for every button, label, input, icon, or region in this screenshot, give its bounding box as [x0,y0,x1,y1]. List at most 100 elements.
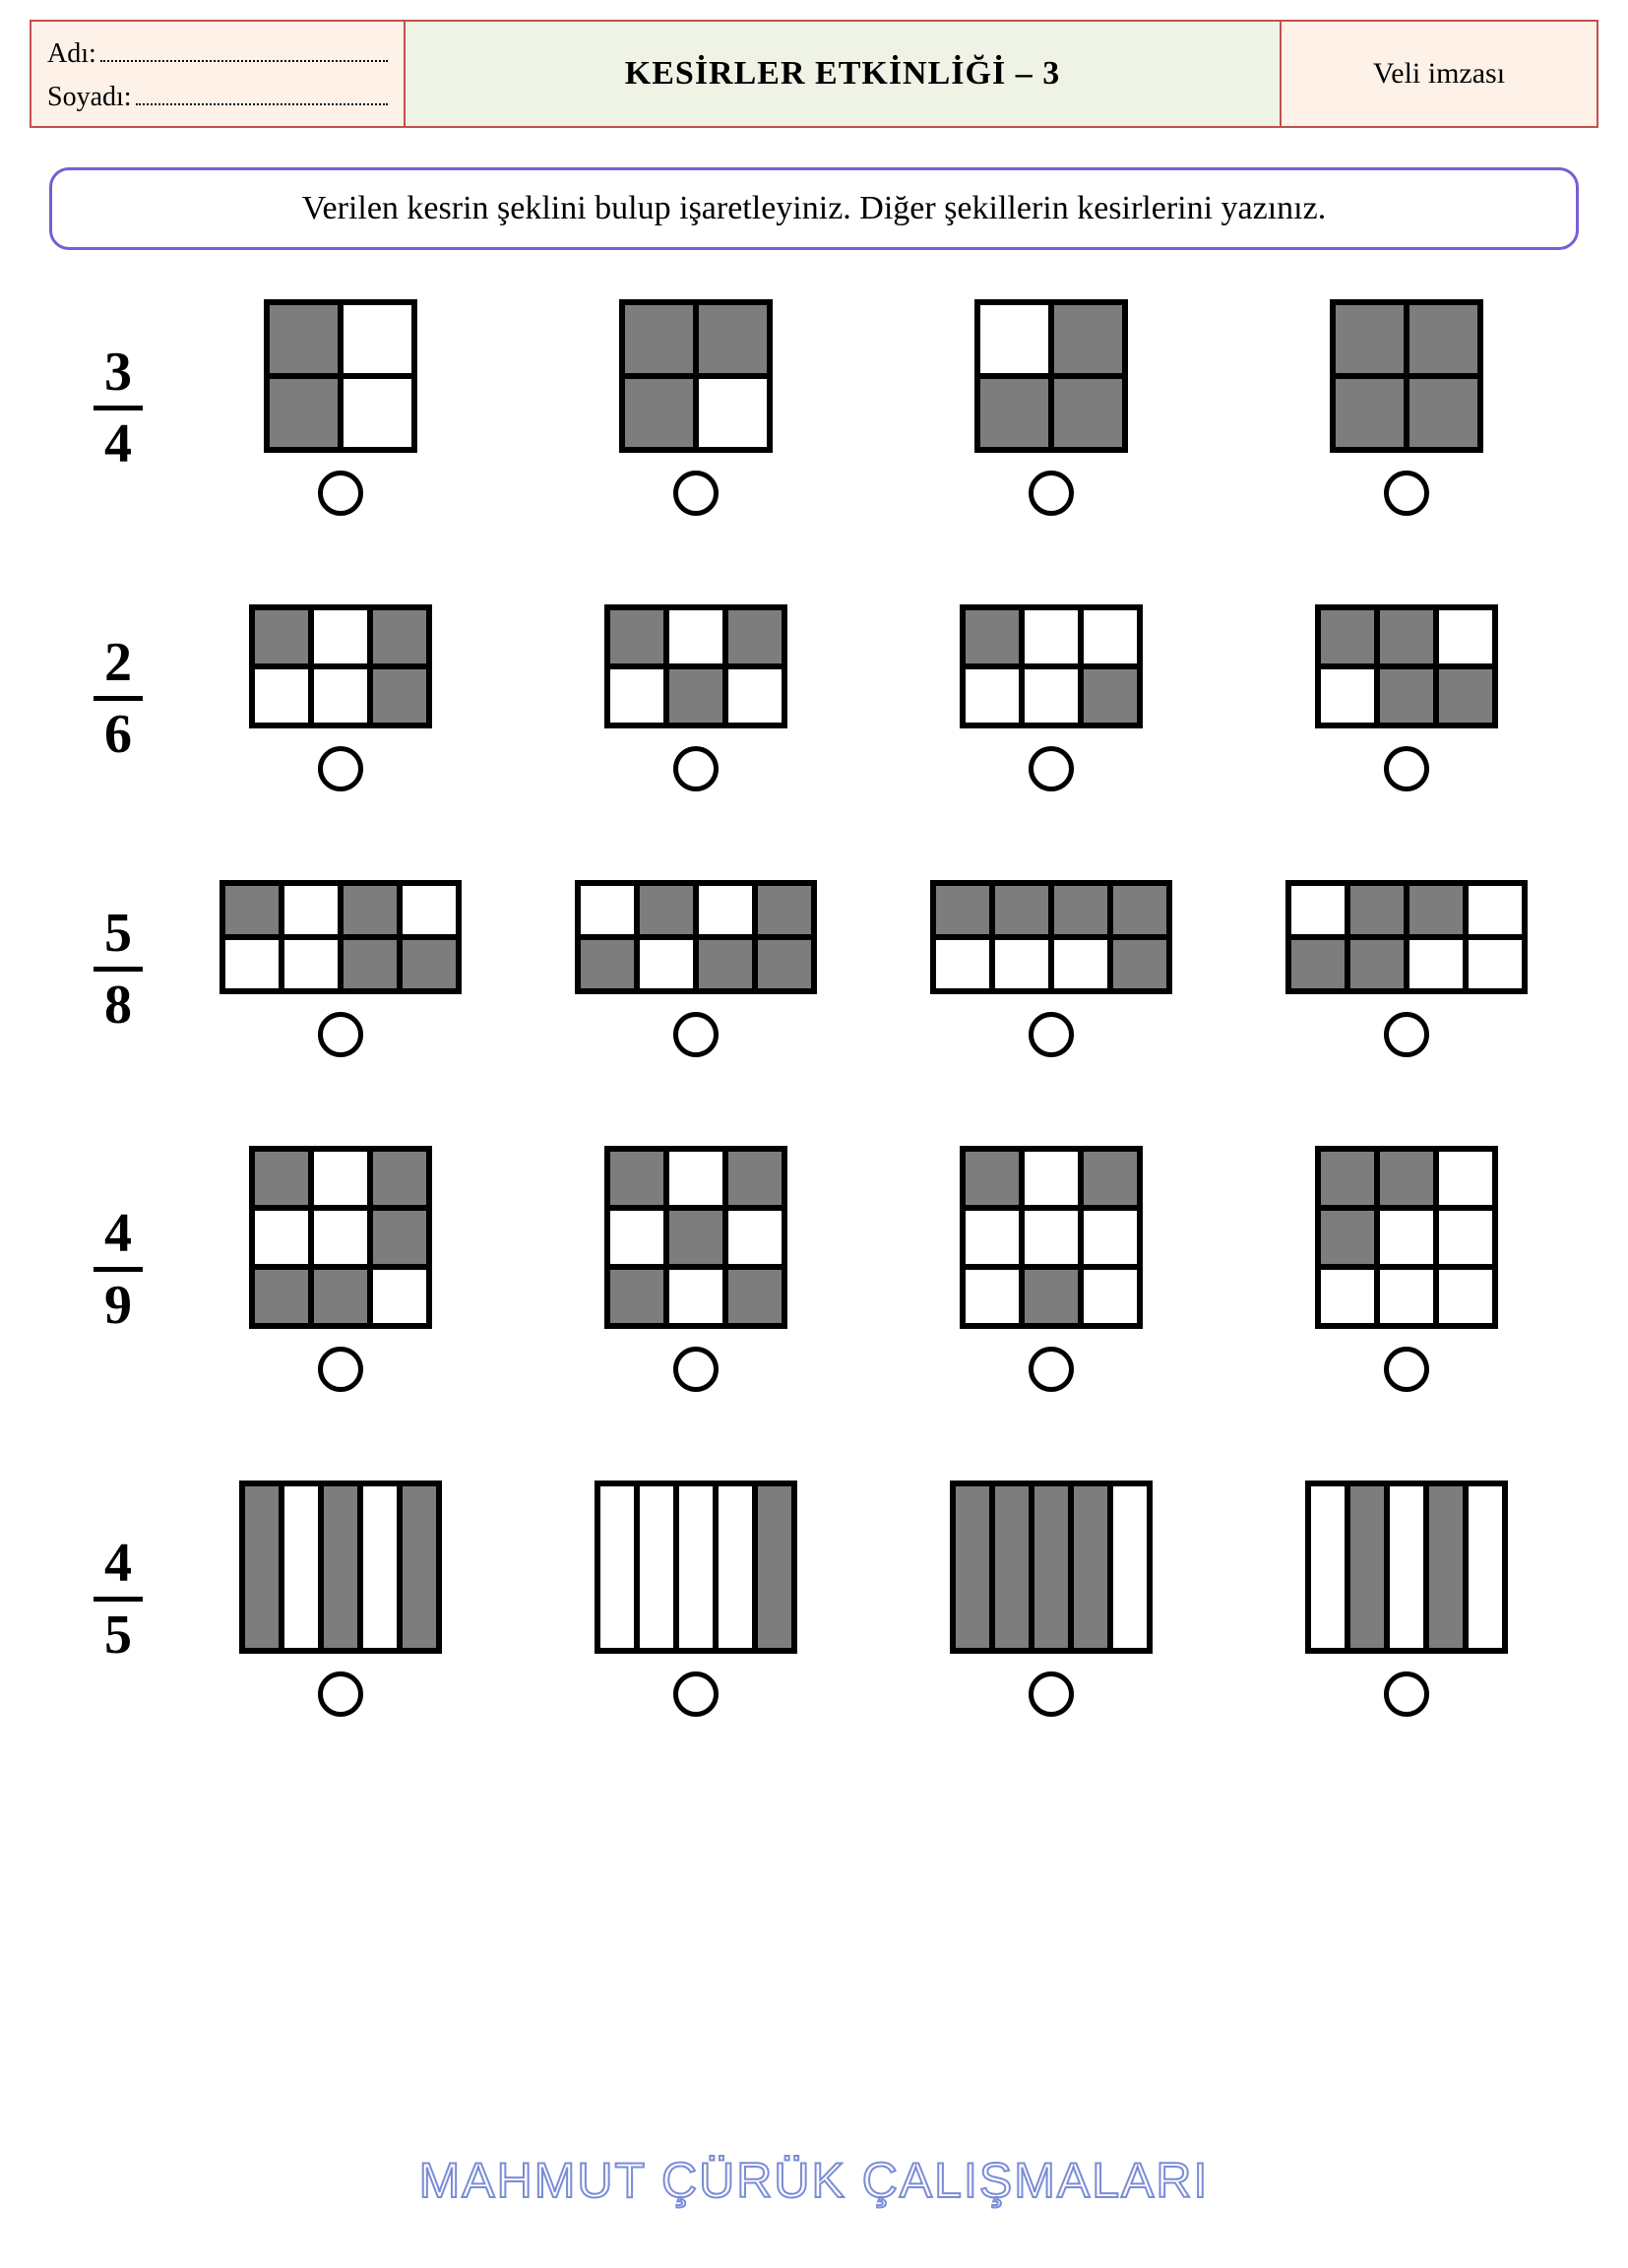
grid-cell [597,1483,637,1651]
fraction-option [604,604,787,791]
grid-cell [1071,1483,1110,1651]
fraction-option [960,604,1143,791]
grid-cell [607,1267,666,1326]
grid-cell [933,883,992,937]
grid-cell [963,607,1022,666]
answer-radio[interactable] [1029,1347,1074,1392]
fraction-grid [249,1146,432,1329]
answer-radio[interactable] [673,746,719,791]
grid-cell [282,937,341,991]
grid-cell [1051,376,1125,450]
fraction-numerator: 3 [104,345,132,400]
options-container [177,299,1569,516]
answer-radio[interactable] [318,1012,363,1057]
answer-radio[interactable] [1384,746,1429,791]
grid-cell [1377,1149,1436,1208]
fraction-option [1305,1480,1508,1717]
answer-radio[interactable] [1029,1012,1074,1057]
fraction-bar [94,406,143,410]
fraction-denominator: 8 [104,977,132,1033]
grid-cell [607,607,666,666]
grid-cell [311,1149,370,1208]
grid-cell [1407,883,1466,937]
fraction-denominator: 9 [104,1278,132,1333]
fraction-label: 45 [59,1536,177,1663]
grid-cell [963,1149,1022,1208]
grid-cell [360,1483,400,1651]
answer-radio[interactable] [1384,1671,1429,1717]
grid-cell [282,883,341,937]
fraction-option [950,1480,1153,1717]
name-field-line[interactable] [100,34,388,62]
fraction-bar [94,967,143,972]
grid-cell [1377,1267,1436,1326]
grid-cell [1466,1483,1505,1651]
grid-cell [725,666,784,725]
grid-cell [1318,666,1377,725]
grid-cell [725,607,784,666]
fraction-option [264,299,417,516]
answer-radio[interactable] [673,1347,719,1392]
grid-cell [992,937,1051,991]
fraction-grid [1315,604,1498,728]
grid-cell [1032,1483,1071,1651]
grid-cell [716,1483,755,1651]
fraction-option [604,1146,787,1392]
answer-radio[interactable] [1384,471,1429,516]
grid-cell [755,937,814,991]
answer-radio[interactable] [1029,746,1074,791]
answer-radio[interactable] [1029,471,1074,516]
fraction-numerator: 2 [104,635,132,690]
grid-cell [725,1149,784,1208]
fraction-bar [94,696,143,701]
grid-cell [252,1149,311,1208]
fraction-grid [219,880,462,994]
grid-cell [1333,302,1407,376]
grid-cell [1436,1149,1495,1208]
grid-cell [607,666,666,725]
grid-cell [1318,1149,1377,1208]
fraction-grid [974,299,1128,453]
fraction-grid [960,1146,1143,1329]
grid-cell [1318,1208,1377,1267]
grid-cell [666,607,725,666]
answer-radio[interactable] [1384,1012,1429,1057]
fraction-grid [1330,299,1483,453]
answer-radio[interactable] [318,471,363,516]
answer-radio[interactable] [673,471,719,516]
answer-radio[interactable] [1029,1671,1074,1717]
fraction-option [595,1480,797,1717]
answer-radio[interactable] [318,1347,363,1392]
answer-radio[interactable] [673,1012,719,1057]
grid-cell [963,1208,1022,1267]
answer-radio[interactable] [318,746,363,791]
fraction-option [930,880,1172,1057]
grid-cell [1377,607,1436,666]
grid-cell [242,1483,282,1651]
fraction-label: 58 [59,906,177,1033]
grid-cell [252,1208,311,1267]
options-container [177,1480,1569,1717]
answer-radio[interactable] [318,1671,363,1717]
grid-cell [953,1483,992,1651]
grid-cell [1288,883,1347,937]
fraction-option [1315,1146,1498,1392]
answer-radio[interactable] [1384,1347,1429,1392]
grid-cell [1022,607,1081,666]
grid-cell [222,937,282,991]
grid-cell [341,937,400,991]
grid-cell [666,1149,725,1208]
grid-cell [1110,883,1169,937]
grid-cell [755,1483,794,1651]
grid-cell [1110,937,1169,991]
grid-cell [1081,666,1140,725]
grid-cell [400,937,459,991]
fraction-denominator: 6 [104,707,132,762]
surname-field-line[interactable] [136,78,388,105]
fraction-numerator: 4 [104,1536,132,1591]
answer-radio[interactable] [673,1671,719,1717]
grid-cell [252,1267,311,1326]
fraction-grid [930,880,1172,994]
grid-cell [963,666,1022,725]
fraction-option [974,299,1128,516]
